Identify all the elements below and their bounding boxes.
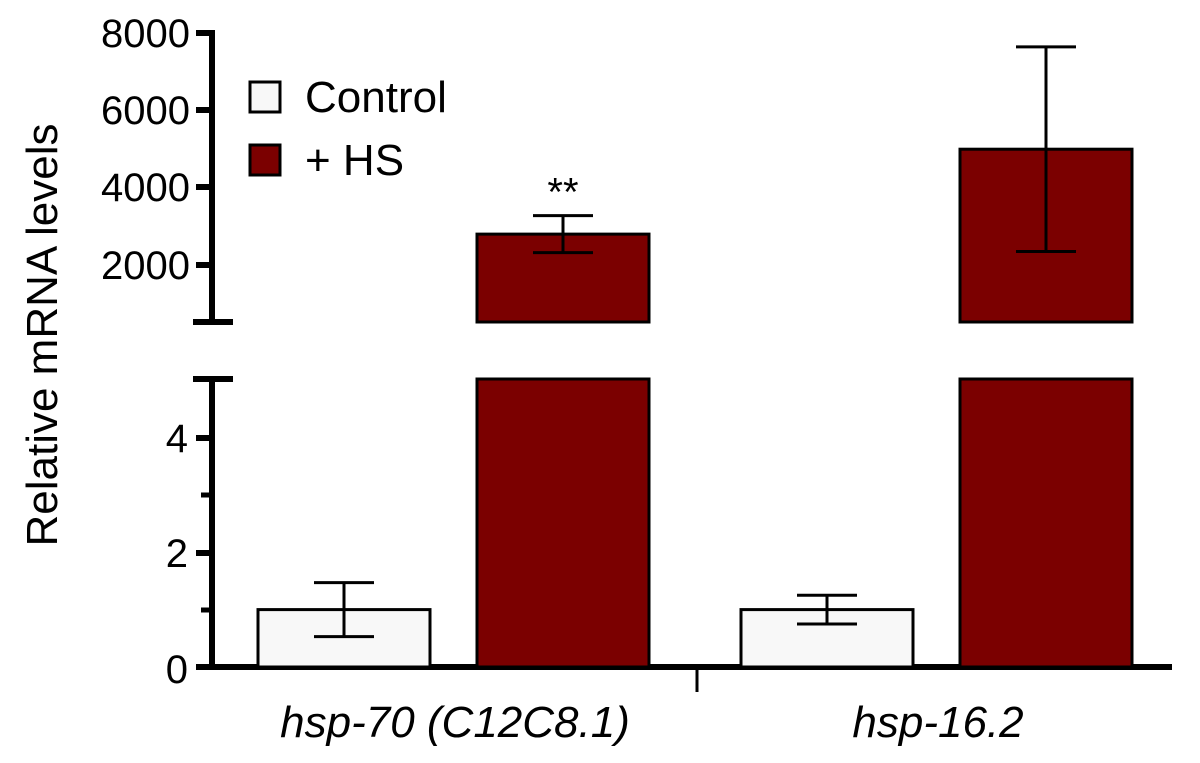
y-tick-label-2000: 2000 — [101, 244, 190, 288]
y-tick-label-4000: 4000 — [101, 166, 190, 210]
x-category-label-hsp-16-2: hsp-16.2 — [852, 698, 1023, 747]
y-tick-label-0: 0 — [166, 648, 188, 692]
y-axis-title: Relative mRNA levels — [18, 123, 67, 546]
bar-hs-hsp-70-lower — [475, 377, 651, 669]
bar-hs-hsp-16-2-lower — [958, 377, 1134, 669]
y-tick-label-8000: 8000 — [101, 12, 190, 56]
bars-group: ** — [256, 45, 1134, 669]
y-tick-label-6000: 6000 — [101, 89, 190, 133]
significance-annotation: ** — [547, 171, 578, 215]
legend-swatch-hs — [248, 143, 282, 177]
y-tick-label-4: 4 — [166, 417, 188, 461]
y-ticks-upper: 2000 4000 6000 8000 — [101, 12, 212, 288]
legend-label-control: Control — [305, 73, 447, 122]
legend-label-hs: + HS — [305, 136, 404, 185]
y-ticks-lower: 0 2 4 — [166, 417, 212, 692]
legend: Control + HS — [248, 73, 447, 185]
y-tick-label-2: 2 — [166, 532, 188, 576]
x-category-label-hsp-70: hsp-70 (C12C8.1) — [280, 698, 630, 747]
legend-swatch-control — [248, 80, 282, 114]
